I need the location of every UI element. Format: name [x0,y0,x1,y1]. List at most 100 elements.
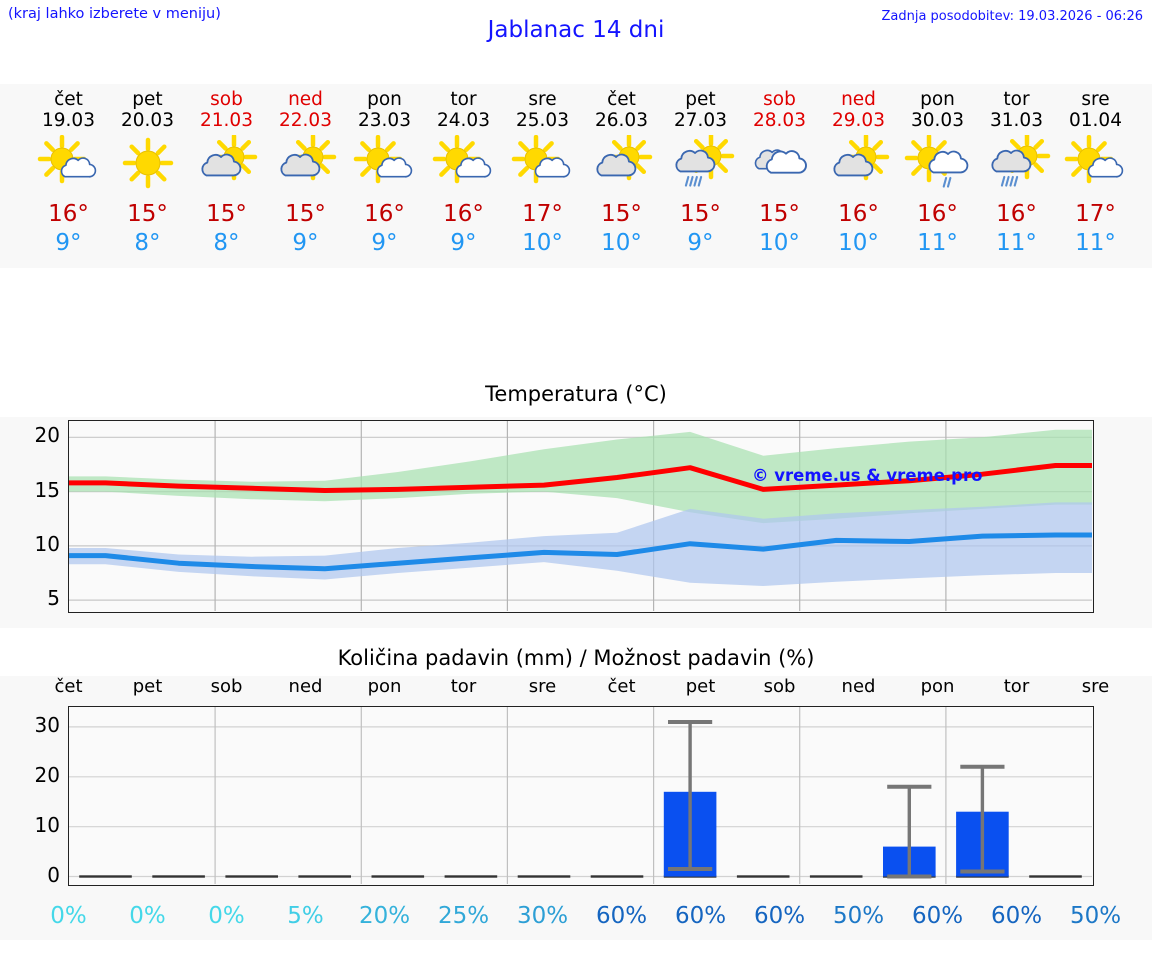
max-temperature-label: 17° [1075,201,1116,227]
day-date-label: 24.03 [437,110,490,131]
day-date-label: 23.03 [358,110,411,131]
day-of-week-label: sre [1081,89,1110,110]
cloud-sun-rain-icon [990,135,1050,187]
copyright-watermark: © vreme.us & vreme.pro [752,466,983,485]
day-column[interactable]: ned 22.03 15° 9° [266,84,345,268]
day-column[interactable]: tor 31.03 16° 11° [977,84,1056,268]
page-header: (kraj lahko izberete v meniju) Jablanac … [0,0,1152,84]
weather-icon-wrapper [187,135,266,193]
weather-icon-wrapper [819,135,898,193]
day-date-label: 21.03 [200,110,253,131]
sun-icon [122,137,173,189]
precipitation-y-tick-label: 20 [34,762,60,787]
precipitation-probability-label: 5% [287,903,324,929]
weather-icon-wrapper [661,135,740,193]
day-column[interactable]: sob 21.03 15° 8° [187,84,266,268]
weather-icon-wrapper [898,135,977,193]
day-column[interactable]: čet 19.03 16° 9° [29,84,108,268]
weather-icon-wrapper [108,135,187,193]
day-column[interactable]: pon 23.03 16° 9° [345,84,424,268]
precipitation-y-tick-label: 30 [34,712,60,737]
temperature-y-tick-label: 5 [47,586,60,611]
weather-icon-wrapper [266,135,345,193]
min-temperature-label: 9° [450,230,477,256]
cloud-icon [754,149,807,174]
weather-icon-wrapper [582,135,661,193]
max-temperature-label: 16° [838,201,879,227]
min-temperature-label: 10° [838,230,879,256]
sun-cloud-icon [353,135,412,184]
weather-icon-wrapper [1056,135,1135,193]
max-temperature-label: 15° [601,201,642,227]
day-date-label: 22.03 [279,110,332,131]
day-date-label: 30.03 [911,110,964,131]
day-of-week-label: sob [210,89,243,110]
precipitation-chart-title: Količina padavin (mm) / Možnost padavin … [337,646,815,670]
weather-icon-wrapper [740,135,819,193]
weather-icon-wrapper [345,135,424,193]
max-temperature-label: 15° [759,201,800,227]
page-title: Jablanac 14 dni [487,17,665,43]
day-column[interactable]: pet 27.03 15° 9° [661,84,740,268]
precipitation-day-label: čet [54,676,83,697]
temperature-y-tick-label: 20 [34,423,60,448]
sun-cloud-icon [37,135,96,184]
min-temperature-label: 8° [134,230,161,256]
max-temperature-label: 16° [996,201,1037,227]
precipitation-plot-area [68,706,1094,886]
precipitation-probability-label: 0% [129,903,166,929]
day-column[interactable]: ned 29.03 16° 10° [819,84,898,268]
max-temperature-label: 17° [522,201,563,227]
precipitation-probability-label: 50% [832,903,885,929]
min-temperature-label: 10° [759,230,800,256]
day-of-week-label: sob [763,89,796,110]
day-of-week-label: tor [450,89,477,110]
precipitation-probability-label: 60% [674,903,727,929]
precipitation-day-label: tor [1003,676,1030,697]
max-temperature-label: 15° [206,201,247,227]
precipitation-probability-label: 25% [437,903,490,929]
day-of-week-label: čet [54,89,83,110]
max-temperature-label: 16° [48,201,89,227]
precipitation-day-label: ned [841,676,876,697]
max-temperature-label: 15° [680,201,721,227]
precipitation-probability-label: 0% [208,903,245,929]
cloud-sun-icon [832,135,889,181]
temperature-y-tick-label: 15 [34,477,60,502]
temperature-series-line [69,532,1092,572]
day-date-label: 19.03 [42,110,95,131]
precipitation-day-label: pet [132,676,163,697]
precipitation-day-label: sre [1081,676,1110,697]
day-of-week-label: tor [1003,89,1030,110]
day-date-label: 28.03 [753,110,806,131]
precipitation-day-label: ned [288,676,323,697]
day-column[interactable]: tor 24.03 16° 9° [424,84,503,268]
day-date-label: 01.04 [1069,110,1122,131]
temperature-range-band [69,502,1092,586]
sun-cloud-icon [1064,135,1123,184]
min-temperature-label: 8° [213,230,240,256]
precipitation-probability-label: 50% [1069,903,1122,929]
day-column[interactable]: pon 30.03 16° 11° [898,84,977,268]
min-temperature-label: 9° [371,230,398,256]
min-temperature-label: 11° [917,230,958,256]
weather-icon-wrapper [29,135,108,193]
last-updated-text: Zadnja posodobitev: 19.03.2026 - 06:26 [881,9,1143,24]
precipitation-day-label: tor [450,676,477,697]
day-column[interactable]: čet 26.03 15° 10° [582,84,661,268]
precipitation-y-tick-label: 10 [34,812,60,837]
day-column[interactable]: sre 25.03 17° 10° [503,84,582,268]
day-column[interactable]: sob 28.03 15° 10° [740,84,819,268]
min-temperature-label: 9° [687,230,714,256]
temperature-chart-title: Temperatura (°C) [485,382,667,406]
min-temperature-label: 9° [55,230,82,256]
day-column[interactable]: pet 20.03 15° 8° [108,84,187,268]
day-column[interactable]: sre 01.04 17° 11° [1056,84,1135,268]
cloud-sun-icon [200,135,257,181]
day-date-label: 27.03 [674,110,727,131]
day-of-week-label: pet [132,89,163,110]
sun-cloud-icon [511,135,570,184]
max-temperature-label: 16° [364,201,405,227]
precipitation-probability-label: 20% [358,903,411,929]
